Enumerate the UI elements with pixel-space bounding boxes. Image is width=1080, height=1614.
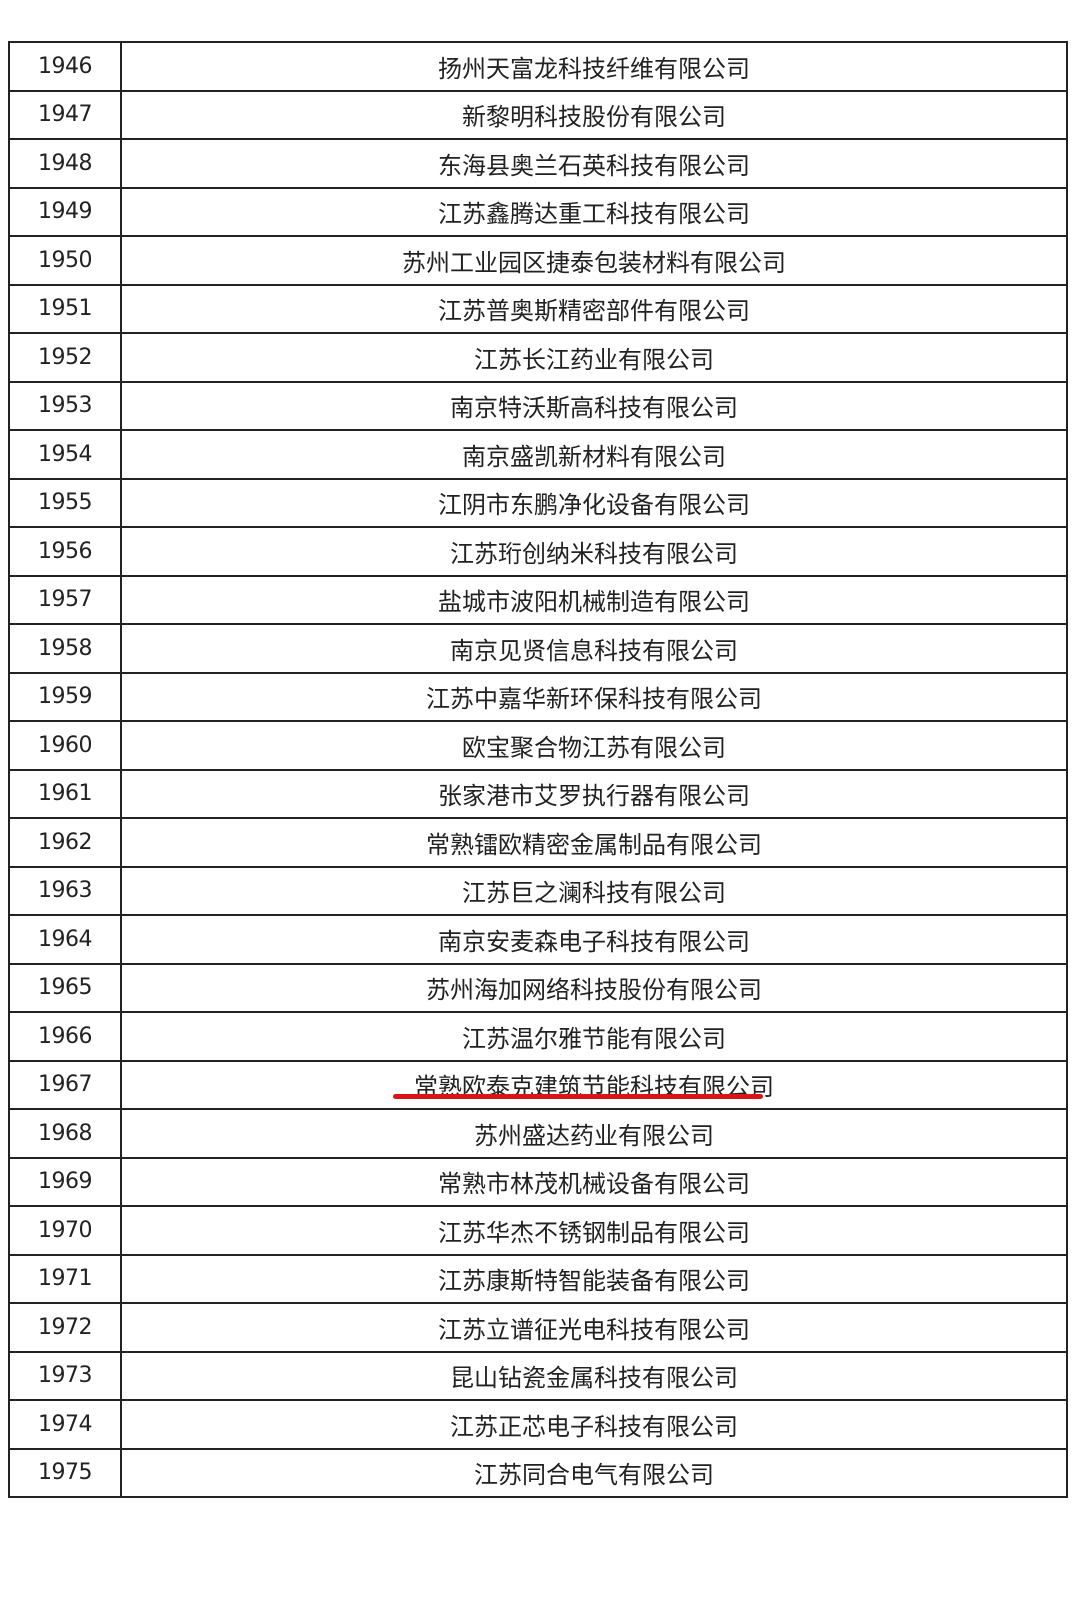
company-name: 江苏珩创纳米科技有限公司 [120,526,1068,577]
table-row: 1957 盐城市波阳机械制造有限公司 [8,574,1068,625]
row-number: 1967 [8,1059,122,1110]
company-name: 江苏长江药业有限公司 [120,332,1068,383]
row-number: 1958 [8,623,122,674]
row-number: 1947 [8,89,122,140]
row-number: 1948 [8,138,122,189]
company-name: 新黎明科技股份有限公司 [120,89,1068,140]
table-row: 1971 江苏康斯特智能装备有限公司 [8,1253,1068,1304]
row-number: 1959 [8,671,122,722]
table-body: 1946 扬州天富龙科技纤维有限公司 1947 新黎明科技股份有限公司 1948 东海县奥… [8,41,1068,1498]
row-number: 1953 [8,380,122,431]
row-number: 1973 [8,1350,122,1401]
company-name: 苏州海加网络科技股份有限公司 [120,962,1068,1013]
company-name: 江苏正芯电子科技有限公司 [120,1399,1068,1450]
table-row: 1953 南京特沃斯高科技有限公司 [8,380,1068,431]
table-row: 1946 扬州天富龙科技纤维有限公司 [8,41,1068,92]
table-row: 1960 欧宝聚合物江苏有限公司 [8,720,1068,771]
company-name: 南京安麦森电子科技有限公司 [120,914,1068,965]
company-name: 江苏普奥斯精密部件有限公司 [120,283,1068,334]
company-name: 南京见贤信息科技有限公司 [120,623,1068,674]
table-row: 1966 江苏温尔雅节能有限公司 [8,1011,1068,1062]
table-row: 1948 东海县奥兰石英科技有限公司 [8,138,1068,189]
company-name: 江苏温尔雅节能有限公司 [120,1011,1068,1062]
row-number: 1950 [8,235,122,286]
table-row: 1963 江苏巨之澜科技有限公司 [8,865,1068,916]
row-number: 1956 [8,526,122,577]
table-row: 1975 江苏同合电气有限公司 [8,1447,1068,1498]
row-number: 1965 [8,962,122,1013]
table-row: 1964 南京安麦森电子科技有限公司 [8,914,1068,965]
company-name: 江阴市东鹏净化设备有限公司 [120,477,1068,528]
table-row: 1958 南京见贤信息科技有限公司 [8,623,1068,674]
row-number: 1954 [8,429,122,480]
row-number: 1974 [8,1399,122,1450]
table-row: 1955 江阴市东鹏净化设备有限公司 [8,477,1068,528]
company-name: 昆山钻瓷金属科技有限公司 [120,1350,1068,1401]
company-name: 江苏巨之澜科技有限公司 [120,865,1068,916]
company-name: 盐城市波阳机械制造有限公司 [120,574,1068,625]
company-table: 1946 扬州天富龙科技纤维有限公司 1947 新黎明科技股份有限公司 1948 东海县奥… [8,41,1068,1498]
row-number: 1960 [8,720,122,771]
table-row: 1951 江苏普奥斯精密部件有限公司 [8,283,1068,334]
table-row: 1972 江苏立谱征光电科技有限公司 [8,1302,1068,1353]
row-number: 1969 [8,1156,122,1207]
company-name: 江苏康斯特智能装备有限公司 [120,1253,1068,1304]
row-number: 1972 [8,1302,122,1353]
company-name: 南京特沃斯高科技有限公司 [120,380,1068,431]
company-name: 苏州盛达药业有限公司 [120,1108,1068,1159]
company-name: 江苏中嘉华新环保科技有限公司 [120,671,1068,722]
row-number: 1952 [8,332,122,383]
table-row: 1973 昆山钻瓷金属科技有限公司 [8,1350,1068,1401]
company-name: 欧宝聚合物江苏有限公司 [120,720,1068,771]
company-name: 江苏鑫腾达重工科技有限公司 [120,186,1068,237]
row-number: 1963 [8,865,122,916]
row-number: 1962 [8,817,122,868]
company-name: 江苏同合电气有限公司 [120,1447,1068,1498]
company-name: 常熟市林茂机械设备有限公司 [120,1156,1068,1207]
row-number: 1946 [8,41,122,92]
table-row: 1974 江苏正芯电子科技有限公司 [8,1399,1068,1450]
company-name: 江苏华杰不锈钢制品有限公司 [120,1205,1068,1256]
company-name: 南京盛凯新材料有限公司 [120,429,1068,480]
row-number: 1961 [8,768,122,819]
row-number: 1949 [8,186,122,237]
row-number: 1970 [8,1205,122,1256]
table-row: 1967 常熟欧泰克建筑节能科技有限公司 [8,1059,1068,1110]
table-row: 1949 江苏鑫腾达重工科技有限公司 [8,186,1068,237]
row-number: 1957 [8,574,122,625]
company-name: 江苏立谱征光电科技有限公司 [120,1302,1068,1353]
row-number: 1968 [8,1108,122,1159]
company-name: 张家港市艾罗执行器有限公司 [120,768,1068,819]
company-name: 常熟镭欧精密金属制品有限公司 [120,817,1068,868]
table-row: 1969 常熟市林茂机械设备有限公司 [8,1156,1068,1207]
row-number: 1966 [8,1011,122,1062]
table-row: 1970 江苏华杰不锈钢制品有限公司 [8,1205,1068,1256]
table-row: 1952 江苏长江药业有限公司 [8,332,1068,383]
company-name: 苏州工业园区捷泰包装材料有限公司 [120,235,1068,286]
company-name: 常熟欧泰克建筑节能科技有限公司 [120,1059,1068,1110]
table-row: 1968 苏州盛达药业有限公司 [8,1108,1068,1159]
table-row: 1959 江苏中嘉华新环保科技有限公司 [8,671,1068,722]
row-number: 1964 [8,914,122,965]
red-underline [393,1094,763,1099]
table-row: 1956 江苏珩创纳米科技有限公司 [8,526,1068,577]
table-row: 1947 新黎明科技股份有限公司 [8,89,1068,140]
table-row: 1961 张家港市艾罗执行器有限公司 [8,768,1068,819]
row-number: 1955 [8,477,122,528]
row-number: 1951 [8,283,122,334]
table-row: 1950 苏州工业园区捷泰包装材料有限公司 [8,235,1068,286]
company-name: 扬州天富龙科技纤维有限公司 [120,41,1068,92]
row-number: 1971 [8,1253,122,1304]
company-name: 东海县奥兰石英科技有限公司 [120,138,1068,189]
table-row: 1965 苏州海加网络科技股份有限公司 [8,962,1068,1013]
table-row: 1962 常熟镭欧精密金属制品有限公司 [8,817,1068,868]
row-number: 1975 [8,1447,122,1498]
table-row: 1954 南京盛凯新材料有限公司 [8,429,1068,480]
